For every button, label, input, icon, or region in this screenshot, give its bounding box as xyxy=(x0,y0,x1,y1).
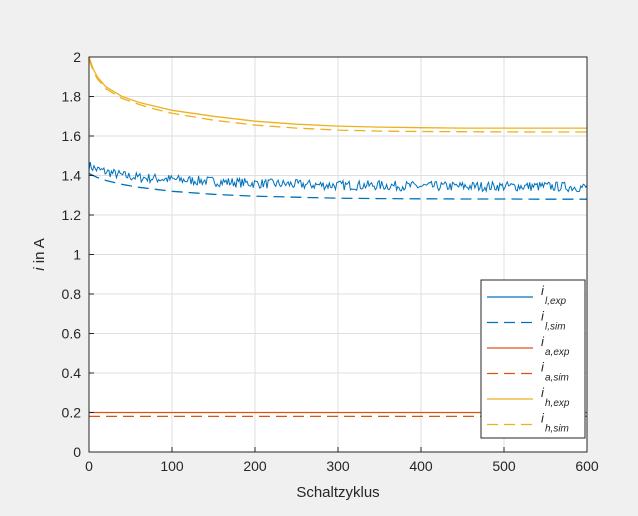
y-tick-label: 0 xyxy=(73,444,81,460)
y-tick-label: 1.4 xyxy=(62,168,82,184)
x-tick-label: 0 xyxy=(85,458,93,474)
series-line-l-exp xyxy=(88,162,588,194)
legend-label: i xyxy=(541,360,545,375)
x-tick-label: 400 xyxy=(409,458,433,474)
legend-label-subscript: l,exp xyxy=(545,296,567,307)
y-tick-label: 0.2 xyxy=(62,405,82,421)
y-tick-label: 0.4 xyxy=(62,365,82,381)
legend-label: i xyxy=(541,334,545,349)
y-tick-label: 1.6 xyxy=(62,128,82,144)
legend-label-subscript: a,sim xyxy=(545,373,569,384)
x-tick-label: 600 xyxy=(575,458,599,474)
legend-label: i xyxy=(541,385,545,400)
series-line-h-exp xyxy=(88,56,587,129)
legend-box xyxy=(480,279,586,439)
legend-label-subscript: l,sim xyxy=(545,322,566,333)
legend-label-subscript: h,sim xyxy=(545,424,569,435)
x-axis-label: Schaltzyklus xyxy=(296,484,379,501)
x-tick-label: 300 xyxy=(326,458,350,474)
legend-label: i xyxy=(541,309,545,324)
y-tick-label: 1 xyxy=(73,247,81,263)
tick-marks xyxy=(88,56,588,453)
legend-label-subscript: h,exp xyxy=(545,398,570,409)
legend-label: i xyxy=(541,283,545,298)
y-tick-label: 0.6 xyxy=(62,326,82,342)
y-axis-label-unit: in A xyxy=(31,238,48,267)
y-tick-labels: 0 0.2 0.4 0.6 0.8 1 1.2 1.4 1.6 1.8 2 xyxy=(62,49,82,460)
y-tick-label: 1.8 xyxy=(62,89,82,105)
y-tick-label: 1.2 xyxy=(62,207,82,223)
legend-label-subscript: a,exp xyxy=(545,347,570,358)
x-tick-label: 200 xyxy=(243,458,267,474)
y-tick-label: 2 xyxy=(73,49,81,65)
y-axis-label-var: i xyxy=(31,267,48,271)
x-tick-label: 100 xyxy=(160,458,184,474)
x-tick-labels: 0 100 200 300 400 500 600 xyxy=(85,458,599,474)
y-tick-label: 0.8 xyxy=(62,286,82,302)
y-axis-label: i in A xyxy=(31,238,48,271)
x-tick-label: 500 xyxy=(492,458,516,474)
legend-label: i xyxy=(541,411,545,426)
